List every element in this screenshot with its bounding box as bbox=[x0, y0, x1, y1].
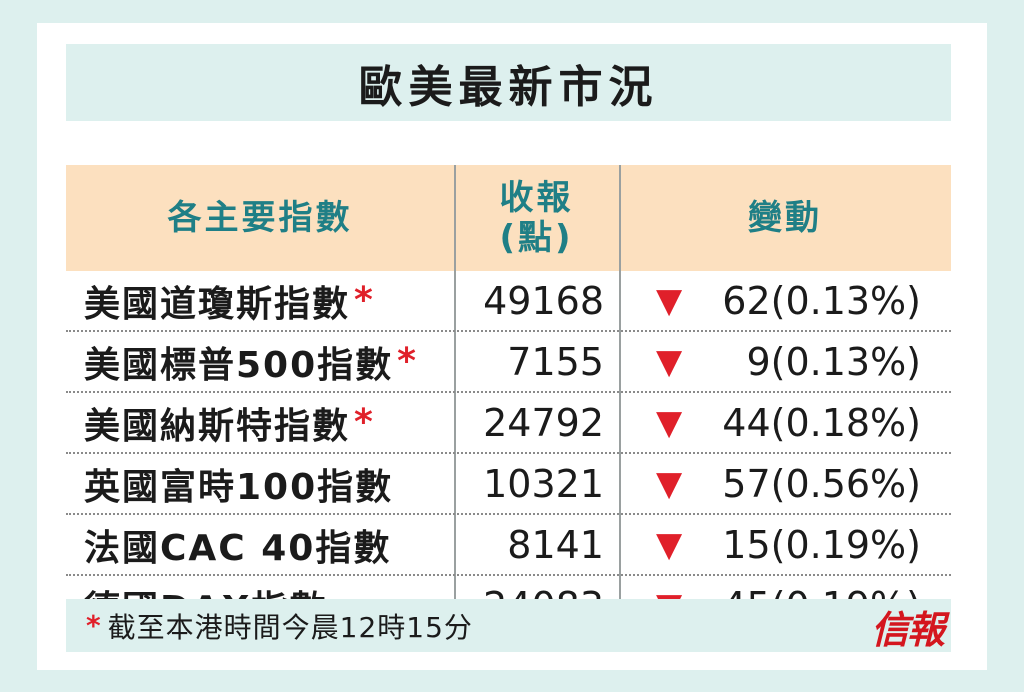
index-name-cell: 美國納斯特指數 * bbox=[84, 393, 375, 452]
column-header-close-unit: (點) bbox=[499, 218, 574, 258]
index-name-cell: 美國道瓊斯指數 * bbox=[84, 271, 375, 330]
index-name-cell: 美國標普500指數 * bbox=[84, 332, 418, 391]
down-triangle-icon: ▼ bbox=[656, 280, 683, 321]
table-row: 美國標普500指數 * 7155 ▼ 9(0.13%) bbox=[66, 332, 951, 393]
table-row: 法國CAC 40指數 8141 ▼ 15(0.19%) bbox=[66, 515, 951, 576]
column-header-change: 變動 bbox=[619, 165, 951, 271]
table-row: 美國道瓊斯指數 * 49168 ▼ 62(0.13%) bbox=[66, 271, 951, 332]
asterisk-mark: * bbox=[354, 402, 375, 443]
index-name: 法國CAC 40指數 bbox=[84, 527, 392, 569]
change-value: 62(0.13%) bbox=[722, 278, 921, 323]
index-name-cell: 英國富時100指數 bbox=[84, 454, 393, 513]
table-row: 英國富時100指數 10321 ▼ 57(0.56%) bbox=[66, 454, 951, 515]
footer-bar: * 截至本港時間今晨12時15分 信報 bbox=[66, 599, 951, 652]
column-header-change-label: 變動 bbox=[748, 198, 822, 238]
publisher-logo: 信報 bbox=[870, 606, 945, 652]
table-header: 各主要指數 收報 (點) 變動 bbox=[66, 165, 951, 271]
change-value: 57(0.56%) bbox=[722, 461, 921, 506]
page-title: 歐美最新市況 bbox=[358, 61, 659, 113]
index-name: 美國道瓊斯指數 bbox=[84, 283, 351, 325]
down-triangle-icon: ▼ bbox=[656, 524, 683, 565]
footnote-text: 截至本港時間今晨12時15分 bbox=[107, 610, 473, 644]
column-header-index-label: 各主要指數 bbox=[167, 198, 353, 238]
index-name: 美國標普500指數 bbox=[84, 344, 394, 386]
index-name: 美國納斯特指數 bbox=[84, 405, 351, 447]
table-row: 美國納斯特指數 * 24792 ▼ 44(0.18%) bbox=[66, 393, 951, 454]
asterisk-mark: * bbox=[86, 609, 102, 642]
change-value: 15(0.19%) bbox=[722, 522, 921, 567]
close-value: 24792 bbox=[483, 400, 604, 445]
change-value: 44(0.18%) bbox=[722, 400, 921, 445]
down-triangle-icon: ▼ bbox=[656, 402, 683, 443]
column-divider-2 bbox=[619, 165, 621, 599]
column-header-close-label: 收報 bbox=[499, 178, 574, 218]
asterisk-mark: * bbox=[397, 341, 418, 382]
index-name: 英國富時100指數 bbox=[84, 466, 394, 508]
footnote: * 截至本港時間今晨12時15分 bbox=[86, 599, 473, 652]
close-value: 49168 bbox=[483, 278, 604, 323]
change-value: 9(0.13%) bbox=[746, 339, 921, 384]
asterisk-mark: * bbox=[354, 280, 375, 321]
column-header-close: 收報 (點) bbox=[454, 165, 619, 271]
down-triangle-icon: ▼ bbox=[656, 463, 683, 504]
down-triangle-icon: ▼ bbox=[656, 341, 683, 382]
column-header-index: 各主要指數 bbox=[66, 165, 454, 271]
market-table-panel: 歐美最新市況 各主要指數 收報 (點) 變動 美國道瓊斯指數 * 49168 ▼ … bbox=[66, 44, 951, 652]
index-name-cell: 法國CAC 40指數 bbox=[84, 515, 391, 574]
close-value: 7155 bbox=[507, 339, 604, 384]
close-value: 10321 bbox=[483, 461, 604, 506]
close-value: 8141 bbox=[507, 522, 604, 567]
title-bar: 歐美最新市況 bbox=[66, 44, 951, 121]
column-divider-1 bbox=[454, 165, 456, 599]
